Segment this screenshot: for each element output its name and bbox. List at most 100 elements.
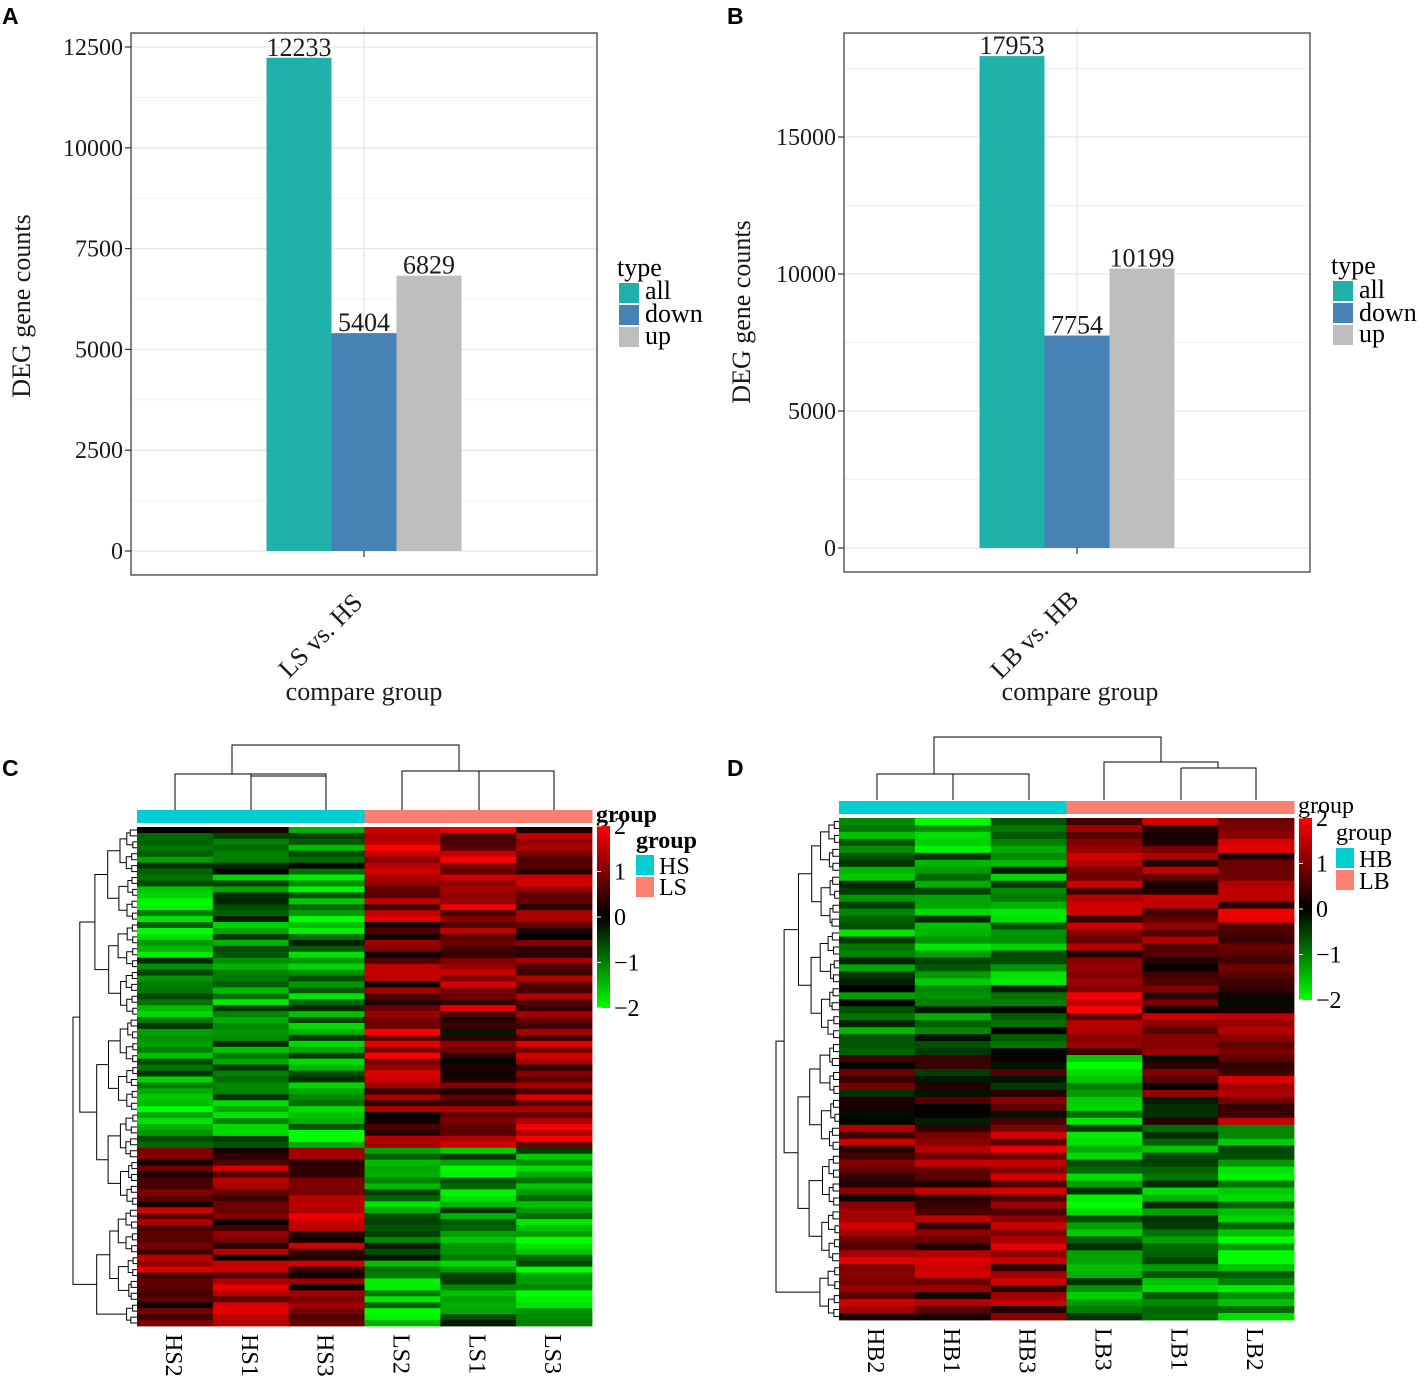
heatmap-cell	[1218, 1299, 1295, 1307]
heatmap-cell	[137, 933, 214, 941]
heatmap-cell	[914, 908, 992, 917]
heatmap-cell	[212, 832, 290, 840]
heatmap-cell	[212, 1064, 290, 1071]
heatmap-cell	[137, 1225, 214, 1232]
heatmap-cell	[990, 908, 1067, 917]
heatmap-cell	[288, 1064, 365, 1071]
heatmap-cell	[137, 1278, 214, 1285]
heatmap-cell	[914, 1124, 992, 1133]
panel-c-heatmap	[137, 827, 593, 1327]
heatmap-cell	[440, 1094, 517, 1101]
heatmap-cell	[839, 1062, 916, 1070]
heatmap-cell	[440, 922, 517, 929]
heatmap-cell	[440, 892, 517, 899]
heatmap-cell	[1142, 1055, 1219, 1063]
heatmap-cell	[212, 1207, 290, 1214]
heatmap-cell	[364, 922, 441, 929]
heatmap-cell	[516, 987, 593, 994]
heatmap-cell	[364, 1272, 441, 1279]
heatmap-cell	[1218, 1124, 1295, 1133]
heatmap-cell	[1142, 1159, 1219, 1168]
heatmap-cell	[516, 827, 593, 834]
heatmap-cell	[1066, 1020, 1143, 1028]
heatmap-cell	[1218, 1250, 1295, 1258]
heatmap-cell	[1218, 915, 1295, 923]
heatmap-cell	[1218, 1285, 1295, 1293]
heatmap-cell	[364, 850, 441, 858]
column-label: HB1	[938, 1328, 964, 1373]
heatmap-cell	[137, 1118, 214, 1125]
heatmap-cell	[212, 1213, 290, 1220]
heatmap-cell	[1142, 1166, 1219, 1174]
heatmap-cell	[288, 1165, 365, 1172]
y-tick-label: 7500	[75, 237, 123, 263]
heatmap-cell	[1066, 1243, 1143, 1251]
heatmap-cell	[839, 845, 916, 854]
heatmap-cell	[839, 1075, 916, 1084]
heatmap-cell	[839, 1278, 916, 1286]
y-tick-label: 0	[111, 539, 123, 565]
panel-c-row-dendrogram	[72, 829, 137, 1324]
heatmap-cell	[516, 963, 593, 970]
heatmap-cell	[914, 1145, 992, 1154]
color-scale-tick-label: −1	[1316, 943, 1342, 969]
heatmap-cell	[288, 1225, 365, 1232]
heatmap-cell	[212, 1260, 290, 1267]
heatmap-cell	[839, 978, 916, 986]
heatmap-cell	[516, 922, 593, 929]
heatmap-cell	[1218, 1215, 1295, 1223]
heatmap-cell	[914, 1243, 992, 1251]
heatmap-cell	[516, 1034, 593, 1042]
heatmap-cell	[440, 1213, 517, 1220]
color-scale-tick-label: 1	[1316, 852, 1328, 878]
heatmap-cell	[1066, 922, 1143, 930]
heatmap-cell	[839, 1138, 916, 1147]
heatmap-cell	[364, 886, 441, 893]
heatmap-cell	[212, 1100, 290, 1107]
heatmap-cell	[839, 880, 916, 889]
heatmap-cell	[137, 1141, 214, 1149]
heatmap-cell	[516, 981, 593, 988]
heatmap-cell	[1218, 1131, 1295, 1140]
heatmap-cell	[1142, 1027, 1219, 1035]
heatmap-cell	[1218, 1062, 1295, 1070]
heatmap-cell	[914, 1208, 992, 1216]
heatmap-cell	[914, 1096, 992, 1105]
panel-label-d: D	[727, 755, 744, 781]
heatmap-cell	[990, 1075, 1067, 1084]
heatmap-cell	[137, 1248, 214, 1256]
heatmap-cell	[1066, 1069, 1143, 1077]
heatmap-cell	[137, 856, 214, 864]
heatmap-cell	[990, 1103, 1067, 1112]
heatmap-cell	[440, 856, 517, 864]
heatmap-cell	[839, 1257, 916, 1265]
heatmap-cell	[839, 1048, 916, 1056]
heatmap-cell	[137, 1135, 214, 1143]
heatmap-cell	[1066, 887, 1143, 896]
panel-d-column-labels: HB2 HB1 HB3 LB3 LB1 LB2	[862, 1328, 1267, 1373]
heatmap-cell	[212, 886, 290, 893]
heatmap-cell	[137, 957, 214, 965]
heatmap-cell	[440, 1201, 517, 1208]
heatmap-cell	[364, 844, 441, 852]
heatmap-cell	[212, 1058, 290, 1066]
heatmap-cell	[440, 1070, 517, 1077]
row-dendrogram-branches	[775, 821, 839, 1317]
heatmap-cell	[990, 838, 1067, 847]
column-label: HS1	[236, 1334, 262, 1377]
heatmap-cell	[137, 1017, 214, 1024]
heatmap-cell	[288, 1011, 365, 1018]
heatmap-cell	[1066, 999, 1143, 1007]
heatmap-cell	[212, 1124, 290, 1131]
heatmap-cell	[212, 945, 290, 953]
heatmap-cell	[137, 1201, 214, 1208]
heatmap-cell	[1142, 1041, 1219, 1049]
heatmap-cell	[137, 1171, 214, 1178]
heatmap-cell	[137, 874, 214, 881]
heatmap-cell	[212, 1195, 290, 1202]
heatmap-cell	[1142, 894, 1219, 903]
heatmap-cell	[1218, 1306, 1295, 1314]
heatmap-cell	[212, 1135, 290, 1143]
heatmap-cell	[1066, 1285, 1143, 1293]
heatmap-cell	[440, 1028, 517, 1036]
